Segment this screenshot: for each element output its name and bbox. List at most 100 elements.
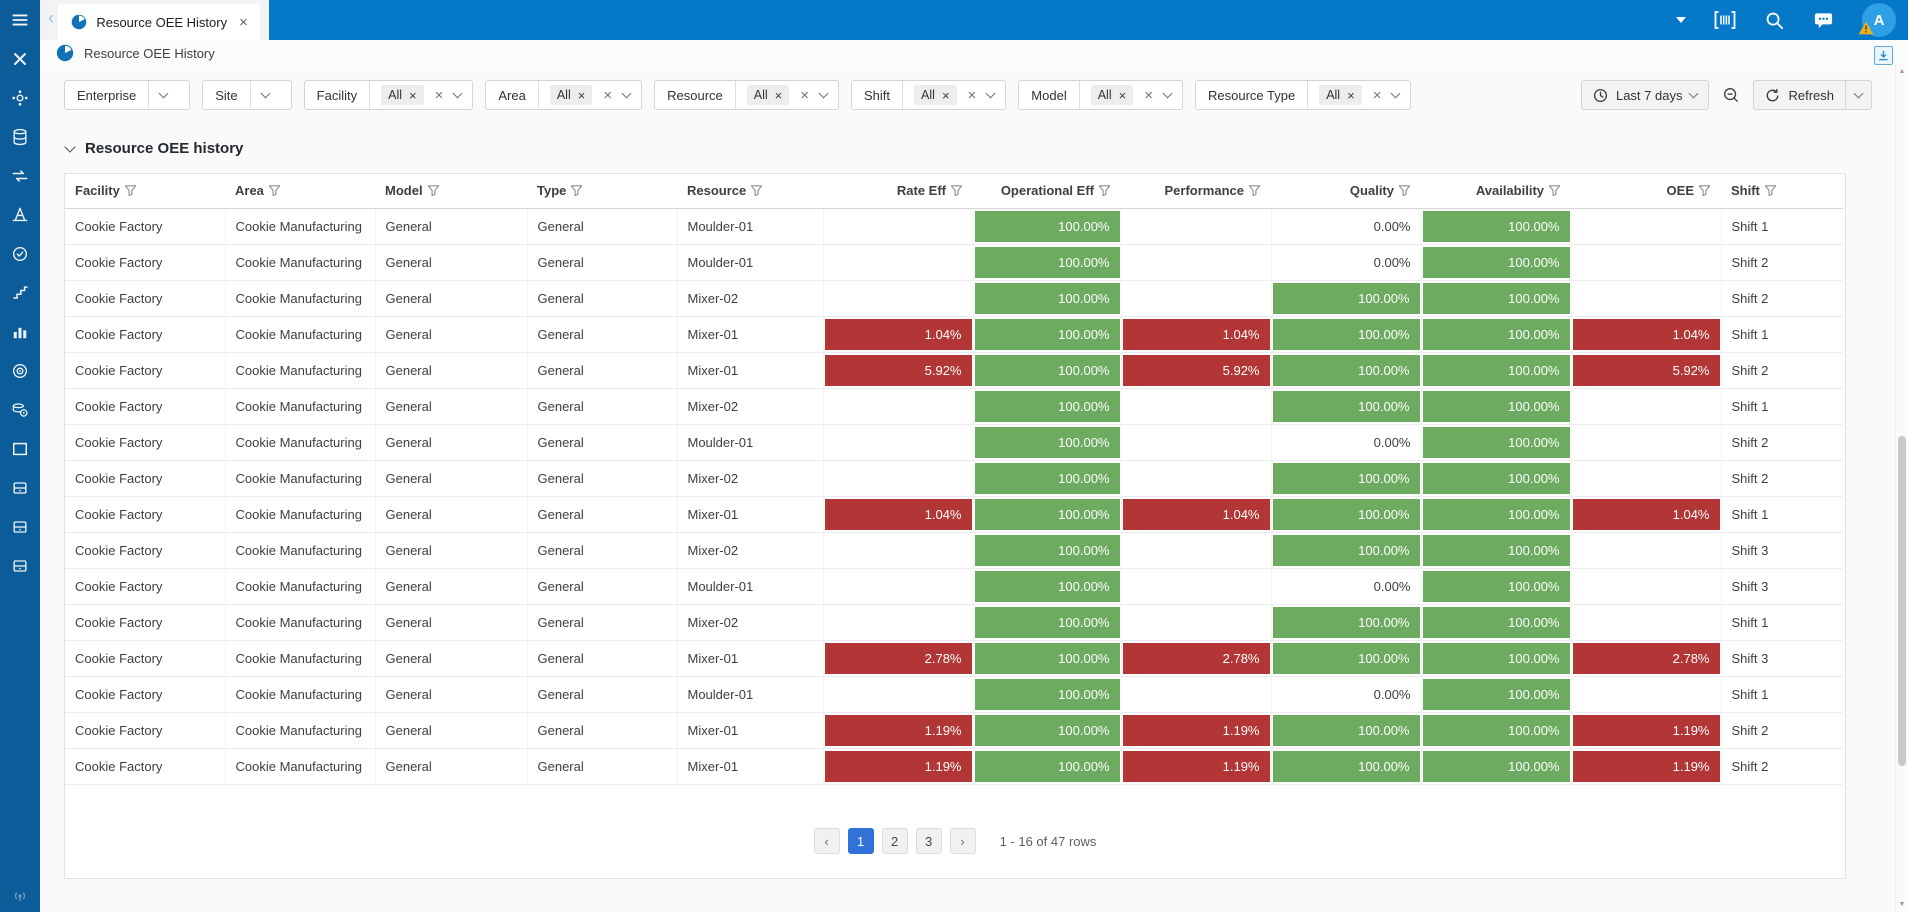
collapse-chevron-icon[interactable] [64,140,76,153]
chevron-down-icon[interactable] [1676,17,1686,23]
column-header-area[interactable]: Area [225,174,375,209]
sidebar-item-status[interactable] [7,882,33,908]
sidebar-item-menu[interactable] [7,7,33,33]
table-row[interactable]: Cookie Factory Cookie Manufacturing Genera… [65,604,1843,641]
filter-clear-icon[interactable]: × [603,86,613,104]
table-row[interactable]: Cookie Factory Cookie Manufacturing Genera… [65,208,1843,245]
table-row[interactable]: Cookie Factory Cookie Manufacturing Genera… [65,496,1843,533]
scrollbar-thumb[interactable] [1898,436,1906,766]
column-header-facility[interactable]: Facility [65,174,225,209]
scroll-down-icon[interactable]: ▼ [1898,901,1906,908]
tab-scroll-left-icon[interactable]: ‹ [48,8,55,29]
column-header-type[interactable]: Type [527,174,677,209]
sidebar-item-storage-3[interactable] [7,553,33,579]
chip-remove-icon[interactable]: × [774,87,783,103]
page-button-1[interactable]: 1 [847,828,874,854]
column-header-shift[interactable]: Shift [1721,174,1843,209]
chip-remove-icon[interactable]: × [941,87,950,103]
table-row[interactable]: Cookie Factory Cookie Manufacturing Genera… [65,388,1843,425]
filter-clear-icon[interactable]: × [800,86,810,104]
funnel-icon[interactable] [268,184,281,197]
chevron-down-icon[interactable] [260,88,271,99]
chip-remove-icon[interactable]: × [577,87,586,103]
chat-icon[interactable] [1812,10,1835,31]
sidebar-item-cone[interactable] [7,202,33,228]
sidebar-item-assets[interactable] [7,397,33,423]
chevron-down-icon[interactable] [1162,88,1173,99]
chip-remove-icon[interactable]: × [1118,87,1127,103]
previous-page-button[interactable]: ‹ [813,828,840,854]
sidebar-item-timer[interactable] [7,241,33,267]
column-header-rate-eff[interactable]: Rate Eff [823,174,973,209]
filter-value-chip[interactable]: All × [746,85,790,105]
chevron-down-icon[interactable] [985,88,996,99]
filter-value-chip[interactable]: All × [549,85,593,105]
column-header-model[interactable]: Model [375,174,527,209]
time-range-button[interactable]: Last 7 days [1580,80,1710,110]
funnel-icon[interactable] [427,184,440,197]
column-header-resource[interactable]: Resource [677,174,823,209]
filter-value-chip[interactable]: All × [914,85,957,105]
table-row[interactable]: Cookie Factory Cookie Manufacturing Genera… [65,460,1843,497]
table-row[interactable]: Cookie Factory Cookie Manufacturing Genera… [65,712,1843,749]
filter-value-chip[interactable]: All × [1090,85,1134,105]
page-button-2[interactable]: 2 [881,828,908,854]
download-panel-icon[interactable] [1874,46,1893,65]
filter-value-chip[interactable]: All × [381,85,424,105]
chip-remove-icon[interactable]: × [1347,87,1355,103]
chip-remove-icon[interactable]: × [409,87,417,103]
funnel-icon[interactable] [124,184,137,197]
sidebar-item-database[interactable] [7,124,33,150]
page-button-3[interactable]: 3 [915,828,942,854]
sidebar-item-reports[interactable] [7,319,33,345]
funnel-icon[interactable] [1548,184,1561,197]
sidebar-item-transfer[interactable] [7,163,33,189]
column-header-availability[interactable]: Availability [1421,174,1571,209]
tab-close-icon[interactable]: × [239,13,248,31]
funnel-icon[interactable] [950,184,963,197]
sidebar-item-window[interactable] [7,436,33,462]
section-header[interactable]: Resource OEE history [64,140,1872,157]
refresh-button[interactable]: Refresh [1753,80,1846,110]
search-icon[interactable] [1764,10,1785,31]
chevron-down-icon[interactable] [621,88,632,99]
tab-resource-oee-history[interactable]: Resource OEE History × [58,4,260,40]
chevron-down-icon[interactable] [452,88,463,99]
chevron-down-icon[interactable] [1391,88,1401,99]
refresh-options-button[interactable] [1846,80,1872,110]
table-row[interactable]: Cookie Factory Cookie Manufacturing Genera… [65,568,1843,605]
filter-value-chip[interactable]: All × [1319,85,1362,105]
vertical-scrollbar[interactable]: ▲ ▼ [1895,64,1908,912]
column-header-performance[interactable]: Performance [1121,174,1271,209]
funnel-icon[interactable] [570,184,583,197]
filter-clear-icon[interactable]: × [434,86,444,104]
next-page-button[interactable]: › [949,828,976,854]
scroll-up-icon[interactable]: ▲ [1898,68,1906,75]
funnel-icon[interactable] [1698,184,1711,197]
table-row[interactable]: Cookie Factory Cookie Manufacturing Genera… [65,280,1843,317]
column-header-oee[interactable]: OEE [1571,174,1721,209]
table-row[interactable]: Cookie Factory Cookie Manufacturing Genera… [65,352,1843,389]
table-row[interactable]: Cookie Factory Cookie Manufacturing Genera… [65,316,1843,353]
chevron-down-icon[interactable] [818,88,829,99]
column-header-quality[interactable]: Quality [1271,174,1421,209]
table-row[interactable]: Cookie Factory Cookie Manufacturing Genera… [65,424,1843,461]
filter-clear-icon[interactable]: × [967,86,977,104]
funnel-icon[interactable] [1398,184,1411,197]
zoom-out-button[interactable] [1718,80,1744,110]
funnel-icon[interactable] [1248,184,1261,197]
sidebar-item-storage-2[interactable] [7,514,33,540]
sidebar-item-tools[interactable] [7,46,33,72]
sidebar-item-steps[interactable] [7,280,33,306]
avatar[interactable]: A [1858,3,1896,37]
column-header-operational-eff[interactable]: Operational Eff [973,174,1121,209]
sidebar-item-targets[interactable] [7,358,33,384]
sidebar-item-automation[interactable] [7,85,33,111]
table-row[interactable]: Cookie Factory Cookie Manufacturing Genera… [65,640,1843,677]
funnel-icon[interactable] [1098,184,1111,197]
table-row[interactable]: Cookie Factory Cookie Manufacturing Genera… [65,748,1843,785]
table-row[interactable]: Cookie Factory Cookie Manufacturing Genera… [65,244,1843,281]
funnel-icon[interactable] [750,184,763,197]
barcode-scanner-icon[interactable] [1713,9,1737,31]
filter-clear-icon[interactable]: × [1144,86,1153,104]
